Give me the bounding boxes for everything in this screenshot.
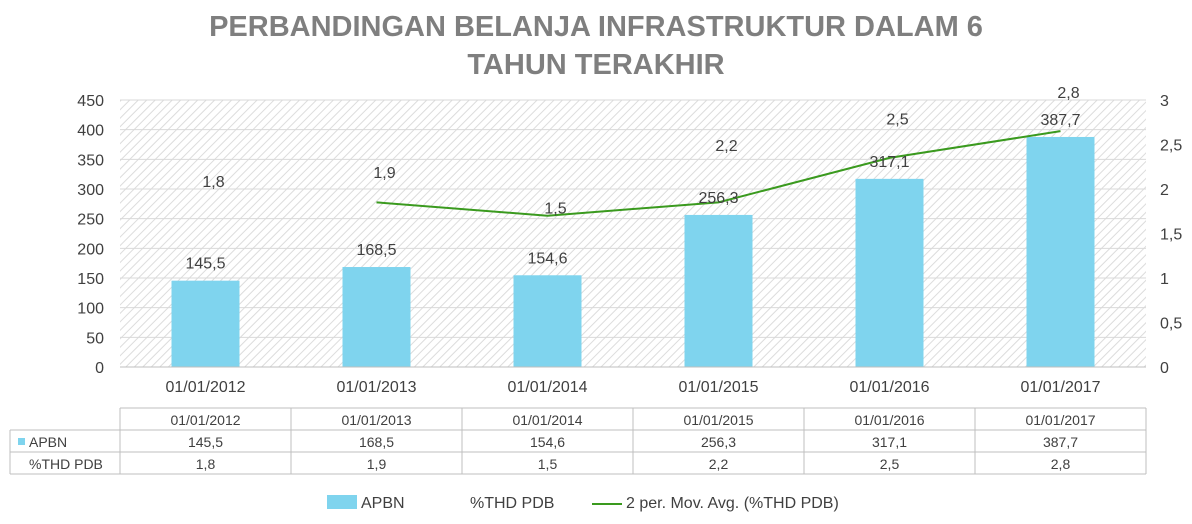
y-right-tick-label: 1,5: [1160, 227, 1182, 244]
bar-apbn: [684, 214, 753, 367]
bar-data-label: 145,5: [185, 256, 225, 273]
bar-data-label: 154,6: [527, 250, 567, 267]
table-header-cell: 01/01/2017: [1025, 412, 1095, 428]
x-axis: 01/01/2012 01/01/2013 01/01/2014 01/01/2015…: [120, 366, 1146, 396]
bar-apbn: [855, 178, 924, 367]
table-header-cell: 01/01/2016: [854, 412, 924, 428]
legend-label-moving-average: 2 per. Mov. Avg. (%THD PDB): [626, 495, 839, 512]
bar-data-label: 317,1: [869, 154, 909, 171]
y-left-tick-label: 100: [77, 301, 104, 318]
y-left-tick-label: 250: [77, 212, 104, 229]
pdb-data-label: 2,5: [886, 112, 908, 129]
plot-area: [120, 100, 1146, 367]
table-cell: 1,8: [196, 456, 216, 472]
bar-apbn: [513, 275, 582, 367]
table-cell: 145,5: [188, 434, 223, 450]
pdb-data-label: 1,9: [373, 165, 395, 182]
y-left-tick-label: 300: [77, 182, 104, 199]
x-tick-label: 01/01/2016: [849, 379, 929, 396]
y-left-tick-label: 450: [77, 93, 104, 110]
bar-data-label: 256,3: [698, 190, 738, 207]
x-tick-label: 01/01/2015: [678, 379, 758, 396]
moving-average-series: [376, 130, 1061, 217]
x-tick-label: 01/01/2012: [165, 379, 245, 396]
chart-title-line-2: TAHUN TERAKHIR: [467, 49, 724, 81]
y-right-tick-label: 0,5: [1160, 316, 1182, 333]
y-right-tick-label: 1: [1160, 271, 1169, 288]
table-cell: 387,7: [1043, 434, 1078, 450]
bar-data-label: 168,5: [356, 242, 396, 259]
legend-label-apbn: APBN: [361, 495, 405, 512]
legend-swatch-apbn: [327, 495, 357, 509]
table-cell: 154,6: [530, 434, 565, 450]
data-table: 01/01/2012 01/01/2013 01/01/2014 01/01/2015…: [9, 407, 1147, 475]
table-cell: 256,3: [701, 434, 736, 450]
x-tick-label: 01/01/2017: [1020, 379, 1100, 396]
bar-data-label: 387,7: [1040, 112, 1080, 129]
bar-apbn: [171, 280, 240, 367]
table-cell: 2,5: [880, 456, 900, 472]
table-cell: 317,1: [872, 434, 907, 450]
pdb-data-label: 2,8: [1057, 85, 1079, 102]
y-left-tick-label: 0: [95, 360, 104, 377]
table-cell: 2,2: [709, 456, 729, 472]
y-left-tick-label: 150: [77, 271, 104, 288]
pdb-data-label: 2,2: [715, 138, 737, 155]
y-left-tick-label: 400: [77, 123, 104, 140]
y-left-tick-label: 50: [86, 330, 104, 347]
pdb-data-label: 1,5: [544, 201, 566, 218]
bar-series-apbn: [171, 136, 1095, 367]
y-right-tick-label: 3: [1160, 93, 1169, 110]
legend-label-pdb: %THD PDB: [470, 495, 554, 512]
table-cell: 2,8: [1051, 456, 1071, 472]
table-cell: 1,5: [538, 456, 558, 472]
x-tick-label: 01/01/2013: [336, 379, 416, 396]
y-left-tick-label: 200: [77, 241, 104, 258]
legend: APBN %THD PDB 2 per. Mov. Avg. (%THD PDB): [327, 495, 839, 512]
table-header-cell: 01/01/2014: [512, 412, 582, 428]
x-tick-label: 01/01/2014: [507, 379, 587, 396]
y-right-tick-label: 0: [1160, 360, 1169, 377]
table-cell: 168,5: [359, 434, 394, 450]
moving-average-line: [376, 130, 1061, 217]
y-right-tick-label: 2,5: [1160, 138, 1182, 155]
table-legend-key: [18, 438, 25, 445]
right-y-axis: 0 0,5 1 1,5 2 2,5 3: [1160, 93, 1182, 377]
table-header-cell: 01/01/2013: [341, 412, 411, 428]
data-labels: 145,5 168,5 154,6 256,3 317,1 387,7 1,8 1,9 1,5 2…: [185, 85, 1080, 273]
gridlines: [120, 99, 1146, 368]
y-right-tick-label: 2: [1160, 182, 1169, 199]
table-header-cell: 01/01/2015: [683, 412, 753, 428]
left-y-axis: 0 50 100 150 200 250 300 350 400 450: [77, 93, 104, 377]
bar-apbn: [1026, 136, 1095, 367]
table-header-cell: 01/01/2012: [170, 412, 240, 428]
pdb-data-label: 1,8: [202, 174, 224, 191]
y-left-tick-label: 350: [77, 152, 104, 169]
table-row-name: %THD PDB: [29, 456, 103, 472]
bar-apbn: [342, 267, 411, 367]
chart-title-line-1: PERBANDINGAN BELANJA INFRASTRUKTUR DALAM…: [209, 11, 983, 43]
table-cell: 1,9: [367, 456, 387, 472]
table-row-name: APBN: [29, 434, 67, 450]
